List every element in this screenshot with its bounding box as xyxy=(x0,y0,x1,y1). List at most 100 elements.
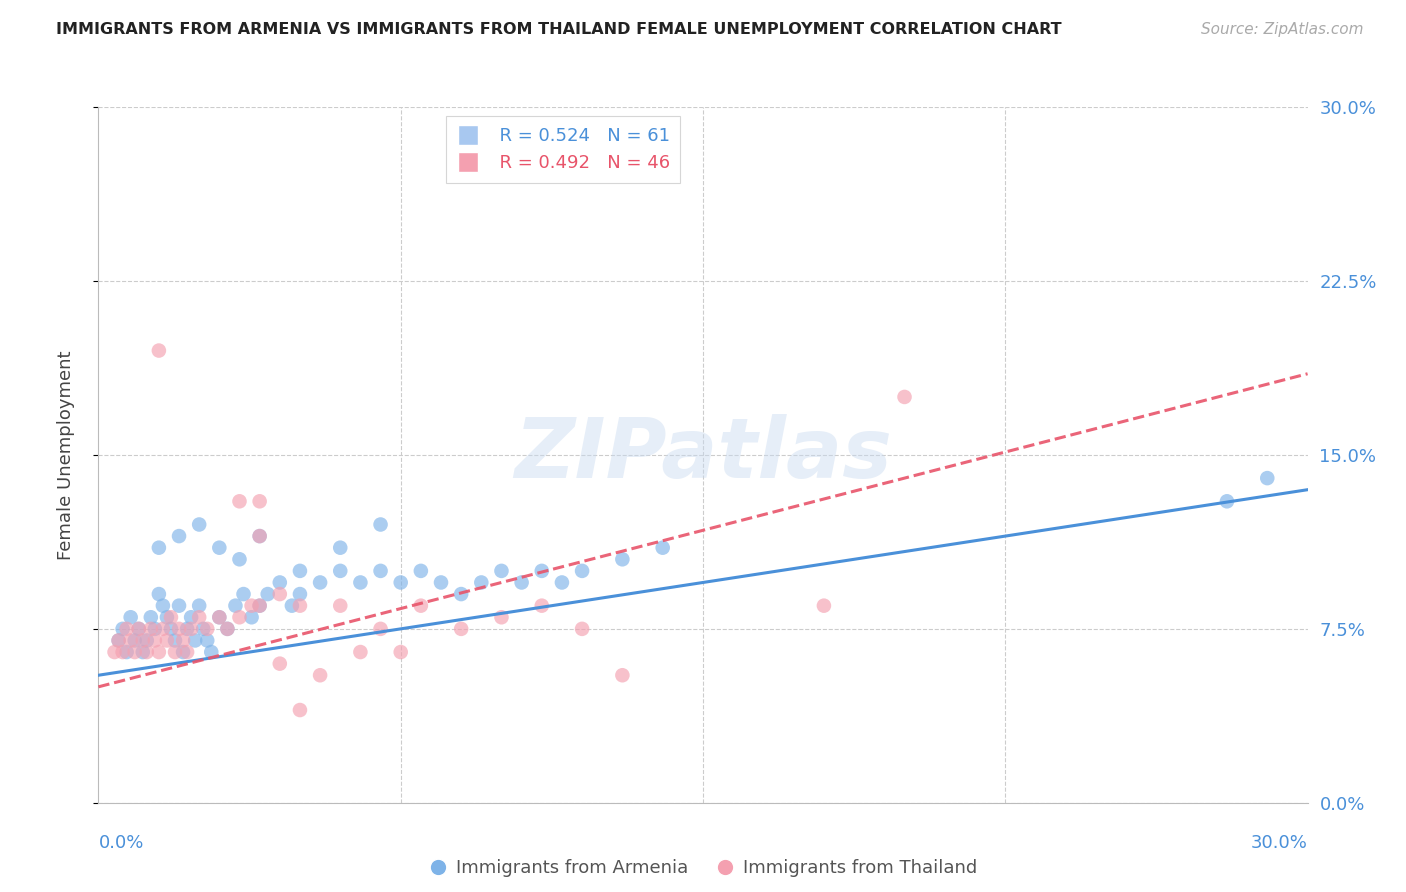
Point xyxy=(143,633,166,648)
Point xyxy=(551,575,574,590)
Point xyxy=(409,599,432,613)
Point xyxy=(132,645,155,659)
Point xyxy=(195,622,218,636)
Point xyxy=(184,633,207,648)
Point xyxy=(249,494,271,508)
Point xyxy=(139,622,162,636)
Point xyxy=(288,599,311,613)
Point xyxy=(612,552,634,566)
Text: 0.0%: 0.0% xyxy=(98,834,143,852)
Point xyxy=(176,622,198,636)
Point xyxy=(172,633,194,648)
Point xyxy=(115,645,138,659)
Point xyxy=(329,599,352,613)
Text: IMMIGRANTS FROM ARMENIA VS IMMIGRANTS FROM THAILAND FEMALE UNEMPLOYMENT CORRELAT: IMMIGRANTS FROM ARMENIA VS IMMIGRANTS FR… xyxy=(56,22,1062,37)
Point xyxy=(450,587,472,601)
Point xyxy=(148,343,170,358)
Point xyxy=(612,668,634,682)
Point xyxy=(240,599,263,613)
Point xyxy=(176,645,198,659)
Point xyxy=(135,633,157,648)
Point xyxy=(208,610,231,624)
Point xyxy=(571,564,593,578)
Point xyxy=(571,622,593,636)
Point xyxy=(148,587,170,601)
Point xyxy=(195,633,218,648)
Point xyxy=(329,564,352,578)
Point xyxy=(217,622,239,636)
Point xyxy=(510,575,533,590)
Point xyxy=(180,622,202,636)
Point xyxy=(124,633,146,648)
Point xyxy=(269,575,291,590)
Point xyxy=(120,610,142,624)
Point xyxy=(349,645,371,659)
Point xyxy=(228,552,250,566)
Point xyxy=(217,622,239,636)
Point xyxy=(167,599,190,613)
Point xyxy=(139,610,162,624)
Point xyxy=(370,564,392,578)
Point xyxy=(128,622,150,636)
Point xyxy=(163,645,186,659)
Point xyxy=(167,529,190,543)
Point xyxy=(132,633,155,648)
Point xyxy=(281,599,304,613)
Point xyxy=(188,610,211,624)
Point xyxy=(530,564,553,578)
Point xyxy=(249,599,271,613)
Point xyxy=(491,564,513,578)
Point xyxy=(188,599,211,613)
Point xyxy=(160,622,183,636)
Point xyxy=(172,645,194,659)
Point xyxy=(107,633,129,648)
Point xyxy=(249,529,271,543)
Point xyxy=(1216,494,1239,508)
Point xyxy=(450,622,472,636)
Text: 30.0%: 30.0% xyxy=(1251,834,1308,852)
Point xyxy=(491,610,513,624)
Point xyxy=(269,587,291,601)
Point xyxy=(249,529,271,543)
Point xyxy=(163,633,186,648)
Point xyxy=(409,564,432,578)
Point xyxy=(200,645,222,659)
Point xyxy=(1256,471,1278,485)
Point xyxy=(156,633,179,648)
Point xyxy=(893,390,915,404)
Point xyxy=(651,541,673,555)
Point xyxy=(208,610,231,624)
Y-axis label: Female Unemployment: Female Unemployment xyxy=(56,351,75,559)
Point xyxy=(193,622,215,636)
Point xyxy=(370,517,392,532)
Point xyxy=(107,633,129,648)
Point xyxy=(813,599,835,613)
Point xyxy=(152,599,174,613)
Point xyxy=(128,622,150,636)
Point xyxy=(228,494,250,508)
Point xyxy=(148,645,170,659)
Point xyxy=(530,599,553,613)
Point xyxy=(288,587,311,601)
Text: ZIPatlas: ZIPatlas xyxy=(515,415,891,495)
Point xyxy=(349,575,371,590)
Point xyxy=(180,610,202,624)
Point xyxy=(111,645,134,659)
Point xyxy=(103,645,125,659)
Point xyxy=(240,610,263,624)
Point xyxy=(124,645,146,659)
Text: Source: ZipAtlas.com: Source: ZipAtlas.com xyxy=(1201,22,1364,37)
Point xyxy=(152,622,174,636)
Point xyxy=(232,587,254,601)
Point xyxy=(148,541,170,555)
Point xyxy=(389,645,412,659)
Point xyxy=(115,622,138,636)
Point xyxy=(288,564,311,578)
Point xyxy=(120,633,142,648)
Point xyxy=(224,599,246,613)
Point xyxy=(188,517,211,532)
Point xyxy=(309,668,332,682)
Point xyxy=(370,622,392,636)
Point xyxy=(228,610,250,624)
Point xyxy=(288,703,311,717)
